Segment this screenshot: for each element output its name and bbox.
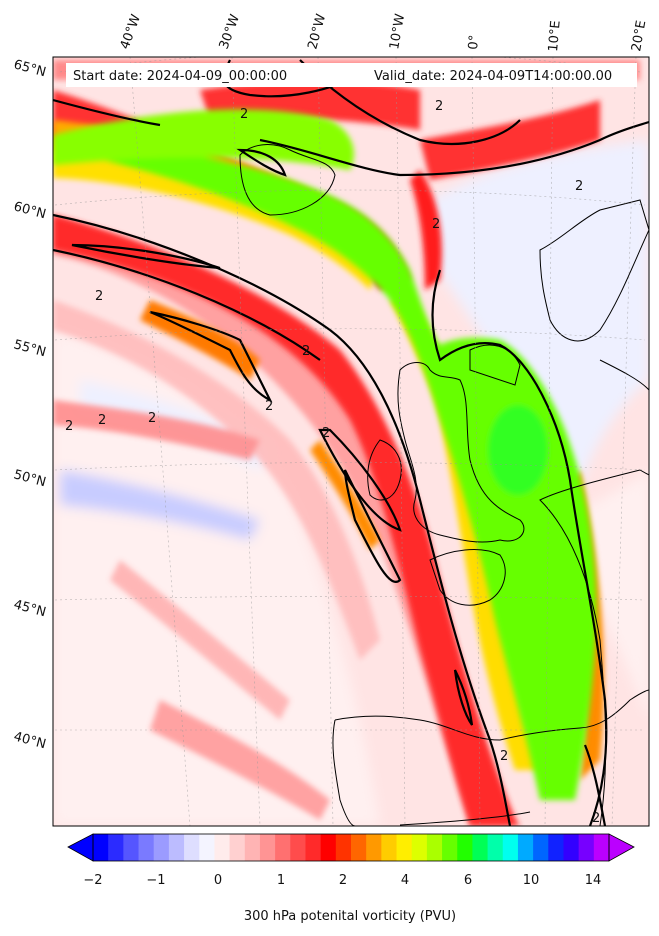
lon-label: 20°W bbox=[305, 12, 329, 51]
colorbar-tick: 10 bbox=[523, 873, 540, 888]
date-header: Start date: 2024-04-09_00:00:00 Valid_da… bbox=[66, 63, 637, 87]
colorbar-cell bbox=[502, 834, 519, 861]
lat-label: 65°N bbox=[12, 57, 48, 80]
colorbar-label: 300 hPa potenital vorticity (PVU) bbox=[244, 909, 456, 924]
contour-label: 2 bbox=[302, 344, 310, 359]
colorbar-cell bbox=[351, 834, 367, 861]
colorbar-tick: 6 bbox=[464, 873, 472, 888]
colorbar-cell bbox=[305, 834, 322, 861]
contour-labels: 2 2 2 2 2 2 2 2 2 2 2 2 2 bbox=[65, 99, 600, 826]
colorbar-tick: −2 bbox=[83, 873, 102, 888]
colorbar-cell bbox=[366, 834, 382, 861]
colorbar-cell bbox=[259, 834, 276, 861]
colorbar-cell bbox=[563, 834, 580, 861]
coastlines bbox=[239, 144, 649, 826]
colorbar-tick: 2 bbox=[339, 873, 347, 888]
colorbar-cell bbox=[93, 834, 109, 861]
colorbar-frame bbox=[92, 833, 610, 862]
colorbar-cell bbox=[138, 834, 155, 861]
lon-label: 40°W bbox=[118, 12, 144, 51]
colorbar-cell bbox=[244, 834, 261, 861]
lon-label: 10°E bbox=[546, 20, 564, 52]
longitude-labels: 40°W 30°W 20°W 10°W 0° 10°E 20°E bbox=[118, 12, 650, 52]
contour-label: 2 bbox=[95, 289, 103, 304]
colorbar-ticks: −2 −1 0 1 2 4 6 10 14 bbox=[83, 873, 601, 888]
lat-label: 50°N bbox=[12, 467, 48, 490]
lat-label: 60°N bbox=[12, 199, 48, 222]
lat-label: 40°N bbox=[12, 729, 48, 752]
colorbar-tick: 1 bbox=[277, 873, 285, 888]
colorbar-cell bbox=[199, 834, 215, 861]
contour-label: 2 bbox=[65, 419, 73, 434]
lat-label: 45°N bbox=[12, 597, 48, 620]
colorbar-cell bbox=[548, 834, 564, 861]
date-header-box bbox=[66, 63, 637, 87]
colorbar-extend-right bbox=[608, 833, 635, 862]
colorbar-cell bbox=[426, 834, 443, 861]
contour-label: 2 bbox=[240, 107, 248, 122]
lon-label: 10°W bbox=[387, 13, 408, 51]
contour-label: 2 bbox=[575, 179, 583, 194]
pv2-contours bbox=[53, 59, 649, 826]
colorbar-cell bbox=[184, 834, 200, 861]
latitude-labels: 65°N 60°N 55°N 50°N 45°N 40°N bbox=[12, 57, 48, 752]
valid-date-label: Valid_date: 2024-04-09T14:00:00.00 bbox=[374, 69, 612, 84]
colorbar-cell bbox=[290, 834, 306, 861]
lon-label: 30°W bbox=[217, 12, 243, 51]
colorbar-cell bbox=[214, 834, 231, 861]
colorbar-cell bbox=[593, 834, 610, 861]
contour-label: 2 bbox=[435, 99, 443, 114]
colorbar-tick: 14 bbox=[585, 873, 602, 888]
contour-label: 2 bbox=[500, 749, 508, 764]
lat-label: 55°N bbox=[12, 337, 48, 360]
colorbar-cell bbox=[517, 834, 534, 861]
contour-label: 2 bbox=[322, 426, 330, 441]
colorbar-tick: 0 bbox=[214, 873, 222, 888]
colorbar-cell bbox=[320, 834, 337, 861]
colorbar-cell bbox=[578, 834, 595, 861]
colorbar-cell bbox=[457, 834, 473, 861]
colorbar-cell bbox=[123, 834, 140, 861]
colorbar: −2 −1 0 1 2 4 6 10 14 300 hPa potenital … bbox=[67, 833, 635, 924]
colorbar-cell bbox=[472, 834, 489, 861]
colorbar-cells bbox=[93, 834, 610, 861]
contour-label: 2 bbox=[98, 413, 106, 428]
colorbar-cell bbox=[275, 834, 291, 861]
colorbar-cell bbox=[168, 834, 185, 861]
colorbar-tick: −1 bbox=[146, 873, 165, 888]
colorbar-cell bbox=[533, 834, 549, 861]
colorbar-cell bbox=[442, 834, 458, 861]
colorbar-cell bbox=[153, 834, 170, 861]
contour-label: 2 bbox=[592, 811, 600, 826]
map-frame bbox=[52, 56, 650, 827]
contour-label: 2 bbox=[432, 217, 440, 232]
colorbar-cell bbox=[108, 834, 124, 861]
colorbar-tick: 4 bbox=[401, 873, 409, 888]
contour-label: 2 bbox=[148, 411, 156, 426]
colorbar-cell bbox=[411, 834, 428, 861]
graticule bbox=[54, 57, 646, 826]
contour-label: 2 bbox=[265, 399, 273, 414]
colorbar-cell bbox=[487, 834, 504, 861]
colorbar-cell bbox=[335, 834, 352, 861]
colorbar-cell bbox=[396, 834, 413, 861]
colorbar-cell bbox=[381, 834, 398, 861]
colorbar-cell bbox=[229, 834, 246, 861]
map-panel: 2 2 2 2 2 2 2 2 2 2 2 2 2 bbox=[53, 57, 649, 826]
colorbar-extend-left bbox=[67, 833, 94, 862]
start-date-label: Start date: 2024-04-09_00:00:00 bbox=[73, 69, 287, 84]
lon-label: 0° bbox=[466, 34, 482, 50]
lon-label: 20°E bbox=[629, 19, 649, 52]
